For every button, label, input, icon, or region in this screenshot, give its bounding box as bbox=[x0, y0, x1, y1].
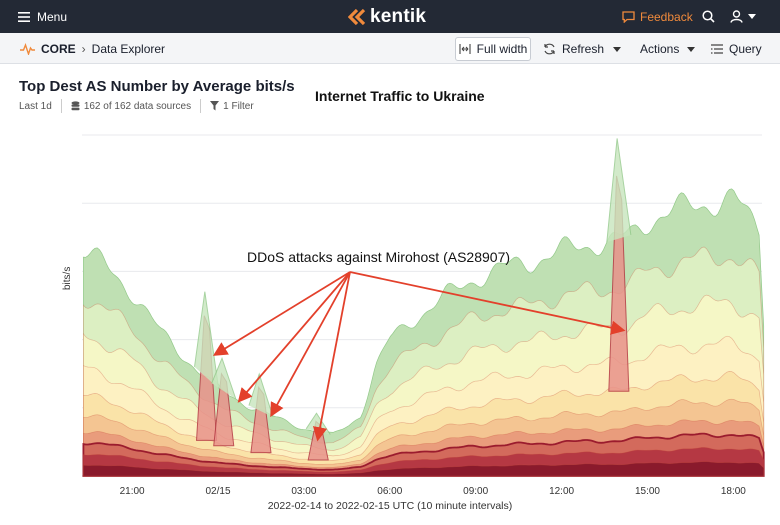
time-range[interactable]: Last 1d bbox=[19, 100, 52, 112]
annotation-arrow-0 bbox=[212, 271, 351, 356]
refresh-label: Refresh bbox=[562, 42, 605, 56]
filter-icon bbox=[210, 101, 220, 111]
full-width-label: Full width bbox=[476, 42, 528, 56]
annotation-ddos: DDoS attacks against Mirohost (AS28907) bbox=[247, 249, 511, 265]
chart-title: Top Dest AS Number by Average bits/s bbox=[19, 78, 295, 95]
annotation-heading: Internet Traffic to Ukraine bbox=[315, 88, 485, 104]
caret-down-icon bbox=[687, 46, 696, 52]
annotation-arrow-4 bbox=[349, 271, 626, 335]
full-width-button[interactable]: Full width bbox=[455, 37, 531, 61]
menu-button[interactable]: Menu bbox=[18, 0, 67, 33]
breadcrumb: CORE › Data Explorer bbox=[20, 33, 165, 64]
comment-icon bbox=[622, 10, 635, 23]
brand-name: kentik bbox=[370, 6, 427, 27]
x-tick-label: 12:00 bbox=[549, 486, 574, 497]
refresh-options-dropdown[interactable] bbox=[613, 37, 627, 61]
list-icon bbox=[711, 44, 723, 54]
series-layer-0 bbox=[83, 461, 765, 477]
kentik-logo[interactable]: kentik bbox=[348, 6, 426, 28]
caret-down-icon bbox=[748, 14, 756, 19]
annotation-arrow-3 bbox=[312, 271, 351, 442]
actions-label: Actions bbox=[640, 42, 680, 56]
search-icon bbox=[702, 10, 715, 23]
chevron-right-icon: › bbox=[81, 41, 86, 56]
x-tick-label: 02/15 bbox=[205, 486, 230, 497]
actions-menu-button[interactable]: Actions bbox=[640, 37, 701, 61]
x-tick-label: 09:00 bbox=[463, 486, 488, 497]
x-tick-label: 18:00 bbox=[721, 486, 746, 497]
x-axis-title: 2022-02-14 to 2022-02-15 UTC (10 minute … bbox=[267, 500, 513, 512]
hamburger-icon bbox=[18, 11, 30, 22]
ddos-spike-envelope-1 bbox=[211, 356, 237, 399]
top-navigation-bar: Menu kentik Feedback bbox=[0, 0, 780, 33]
refresh-icon bbox=[544, 43, 555, 55]
annotation-arrows bbox=[212, 271, 626, 442]
x-tick-label: 15:00 bbox=[635, 486, 660, 497]
page-toolbar: CORE › Data Explorer Full width Refresh … bbox=[0, 33, 780, 64]
data-sources[interactable]: 162 of 162 data sources bbox=[83, 100, 192, 112]
x-tick-label: 06:00 bbox=[377, 486, 402, 497]
breadcrumb-data-explorer: Data Explorer bbox=[91, 41, 166, 56]
user-menu-button[interactable] bbox=[730, 0, 756, 33]
refresh-button[interactable]: Refresh bbox=[543, 37, 604, 61]
breadcrumb-core[interactable]: CORE bbox=[41, 41, 76, 56]
feedback-label: Feedback bbox=[640, 9, 693, 24]
caret-down-icon bbox=[613, 46, 621, 52]
user-icon bbox=[730, 10, 743, 23]
y-axis-label: bits/s bbox=[62, 266, 73, 290]
search-button[interactable] bbox=[702, 0, 715, 33]
kentik-chevron-logo-icon bbox=[348, 9, 366, 25]
ddos-spike-envelope-0 bbox=[194, 291, 220, 389]
chart-series-layers bbox=[82, 138, 765, 477]
annotation-arrow-1 bbox=[237, 271, 351, 403]
feedback-button[interactable]: Feedback bbox=[622, 0, 693, 33]
annotation-arrow-2 bbox=[270, 271, 351, 418]
chart-meta: Last 1d 162 of 162 data sources 1 Filter bbox=[19, 99, 254, 113]
expand-width-icon bbox=[459, 44, 471, 54]
x-tick-label: 21:00 bbox=[120, 486, 145, 497]
query-label: Query bbox=[729, 42, 762, 56]
pulse-icon bbox=[20, 42, 35, 55]
x-axis-ticks: 21:00 02/15 03:00 06:00 09:00 12:00 15:00 18:00 bbox=[120, 486, 747, 497]
menu-label: Menu bbox=[37, 9, 68, 24]
query-button[interactable]: Query bbox=[711, 37, 762, 61]
ddos-spike-envelope-4 bbox=[606, 138, 632, 243]
x-tick-label: 03:00 bbox=[291, 486, 316, 497]
filter-count[interactable]: 1 Filter bbox=[223, 100, 254, 112]
database-icon bbox=[71, 101, 80, 111]
